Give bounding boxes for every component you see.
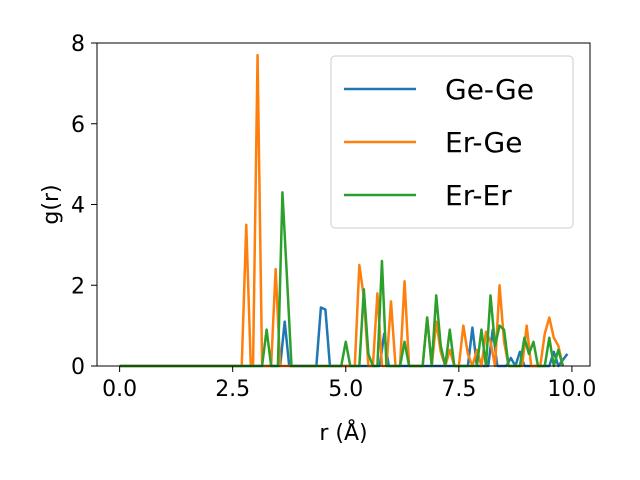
x-tick-label: 0.0	[102, 377, 137, 402]
y-tick-label: 8	[71, 32, 85, 57]
y-tick-label: 4	[71, 194, 85, 219]
x-axis-ticks: 0.0 2.5 5.0 7.5 10.0	[102, 366, 596, 402]
y-tick-label: 6	[71, 113, 85, 138]
x-tick-label: 10.0	[547, 377, 596, 402]
x-tick-label: 5.0	[328, 377, 363, 402]
y-tick-label: 2	[71, 274, 85, 299]
legend-label: Ge-Ge	[445, 73, 534, 106]
y-axis-label: g(r)	[39, 184, 64, 224]
x-axis-label: r (Å)	[319, 419, 367, 446]
legend-label: Er-Ge	[445, 126, 522, 159]
x-tick-label: 7.5	[441, 377, 476, 402]
legend: Ge-Ge Er-Ge Er-Er	[330, 55, 574, 229]
y-tick-label: 0	[71, 355, 85, 380]
x-tick-label: 2.5	[215, 377, 250, 402]
legend-label: Er-Er	[445, 179, 512, 212]
y-axis-ticks: 0 2 4 6 8	[71, 32, 97, 380]
legend-box	[330, 55, 574, 229]
